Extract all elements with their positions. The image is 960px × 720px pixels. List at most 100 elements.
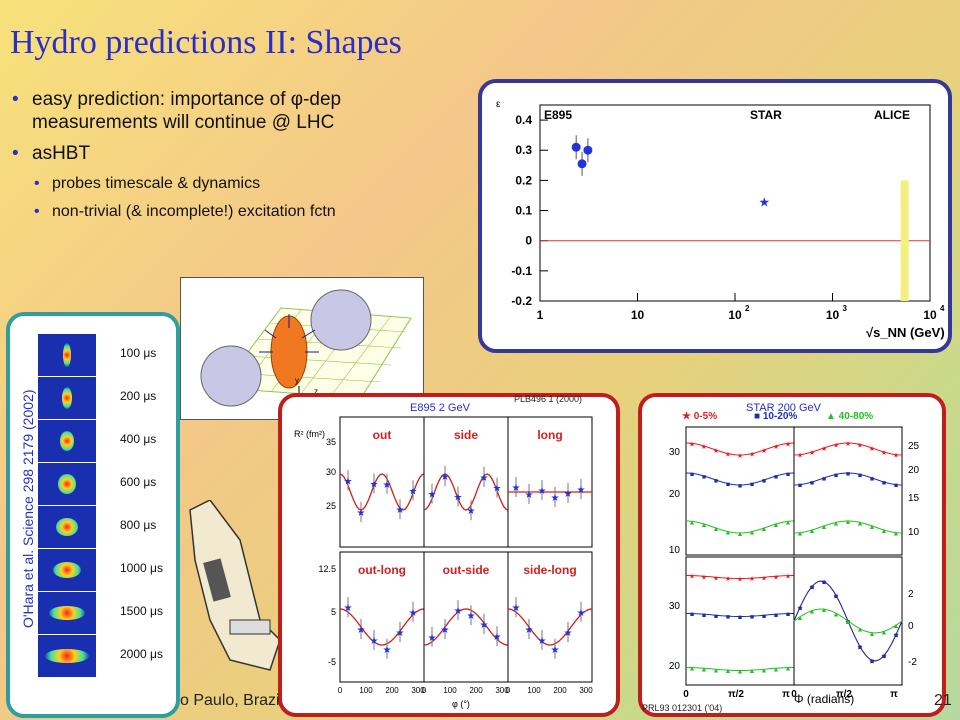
atom-cloud-blob (45, 649, 89, 663)
time-label: 100 μs (120, 346, 157, 360)
page-title: Hydro predictions II: Shapes (10, 24, 402, 61)
e895-point: ★ (577, 608, 586, 619)
time-label: 400 μs (120, 432, 157, 446)
star-y-tick: 30 (669, 601, 681, 612)
star-point: ▲ (833, 520, 840, 527)
time-label: 1500 μs (120, 604, 163, 618)
star-fit-curve (686, 613, 794, 617)
atom-cloud-blob (53, 562, 81, 578)
star-point: ★ (701, 573, 707, 581)
star-y-tick: 20 (669, 661, 681, 672)
experiment-label-e895: E895 (544, 108, 572, 122)
e895-x-tick: 200 (385, 686, 399, 695)
e895-y-tick: 5 (331, 607, 336, 617)
e895-x-tick: 100 (443, 686, 457, 695)
e895-point: ★ (564, 628, 573, 639)
e895-panel-title: out-long (358, 563, 406, 577)
star-point: ■ (798, 605, 802, 612)
e895-x-tick: 300 (495, 686, 509, 695)
star-point: ▲ (809, 528, 816, 535)
star-y-tick: 30 (669, 447, 681, 458)
e895-point: ★ (396, 628, 405, 639)
e895-fit-curve (423, 608, 509, 646)
star-point: ■ (810, 480, 814, 487)
footer-left: o Paulo, Brazi (180, 692, 280, 709)
star-point: ★ (713, 574, 719, 582)
star-point: ■ (882, 654, 886, 661)
e895-point (583, 145, 593, 155)
x-tick-exponent: 3 (843, 304, 848, 313)
star-point: ▲ (713, 667, 720, 674)
star-point: ■ (702, 612, 706, 619)
star-point: ▲ (689, 519, 696, 526)
x-tick-exponent: 4 (940, 304, 945, 313)
star-fit-curve (685, 472, 795, 486)
star-point: ★ (857, 441, 863, 449)
e895-fit-curve (507, 608, 593, 646)
e895-x-tick: 0 (422, 686, 427, 695)
time-label: 200 μs (120, 389, 157, 403)
svg-text:y: y (295, 376, 299, 385)
star-point: ■ (762, 478, 766, 485)
star-point: ▲ (761, 667, 768, 674)
e895-point: ★ (551, 493, 560, 504)
y-tick-label: 0.1 (515, 204, 532, 218)
star-point: ▲ (785, 666, 792, 673)
e895-point: ★ (538, 486, 547, 497)
star-point: ■ (846, 619, 850, 626)
star-point: ■ (822, 476, 826, 483)
e895-fit-curve (423, 473, 509, 511)
star-point: ★ (761, 574, 767, 582)
star-point: ★ (689, 440, 695, 448)
star-point: ■ (870, 476, 874, 483)
sub-bullet-excitation: non-trivial (& incomplete!) excitation f… (12, 201, 462, 223)
star-fit-curve (793, 520, 903, 534)
star-y-tick: 15 (908, 493, 920, 504)
star-point: ▲ (749, 668, 756, 675)
star-fit-curve (793, 472, 903, 486)
svg-text:z: z (314, 387, 318, 396)
star-fit-curve (685, 520, 795, 534)
star-point: ■ (822, 580, 826, 587)
e895-label: E895 2 GeV (410, 402, 470, 414)
star-point: ★ (785, 440, 791, 448)
star-point: ▲ (893, 531, 900, 538)
bullet-easy-prediction: easy prediction: importance of φ-dep mea… (12, 88, 462, 134)
y-tick-label: 0.4 (515, 113, 532, 127)
star-point: ■ (870, 658, 874, 665)
e895-fit-curve (339, 473, 425, 511)
star-label: STAR 200 GeV (746, 402, 821, 414)
e895-subpanel (507, 551, 593, 683)
star-point: ★ (785, 573, 791, 581)
e895-point: ★ (409, 486, 418, 497)
star-point: ▲ (821, 524, 828, 531)
atom-cloud-image (38, 377, 96, 419)
star-point: ▲ (773, 522, 780, 529)
e895-panel-title: out-side (443, 563, 490, 577)
star-point: ▲ (713, 526, 720, 533)
atom-cloud-blob (63, 343, 71, 367)
e895-fit-curve (339, 608, 425, 646)
star-point: ★ (809, 583, 815, 591)
excitation-function-chart-frame: -0.2 -0.1 0 0.1 0.2 0.3 0.4 1 10 10 2 10 3 10 4 ε √s_N… (478, 79, 952, 353)
star-point: ■ (846, 471, 850, 478)
e895-x-tick: 300 (579, 686, 593, 695)
e895-subpanel (423, 551, 509, 683)
star-point: ▲ (701, 522, 708, 529)
e895-x-tick: 200 (553, 686, 567, 695)
star-point: ▲ (869, 631, 876, 638)
star-x-tick: 0 (683, 689, 689, 700)
e895-x-tick: 0 (338, 686, 343, 695)
e895-point: ★ (441, 625, 450, 636)
x-tick-label: 10 (826, 308, 840, 322)
star-y-tick: 0 (908, 621, 914, 632)
star-point: ▲ (881, 629, 888, 636)
y-tick-label: -0.2 (511, 294, 532, 308)
star-subpanel (685, 426, 795, 556)
star-y-tick: 2 (908, 589, 914, 600)
e895-x-tick: 0 (506, 686, 511, 695)
atom-cloud-image (38, 463, 96, 505)
star-point: ▲ (845, 619, 852, 626)
star-legend-item: ■ 10-20% (754, 411, 797, 422)
e895-point: ★ (493, 632, 502, 643)
